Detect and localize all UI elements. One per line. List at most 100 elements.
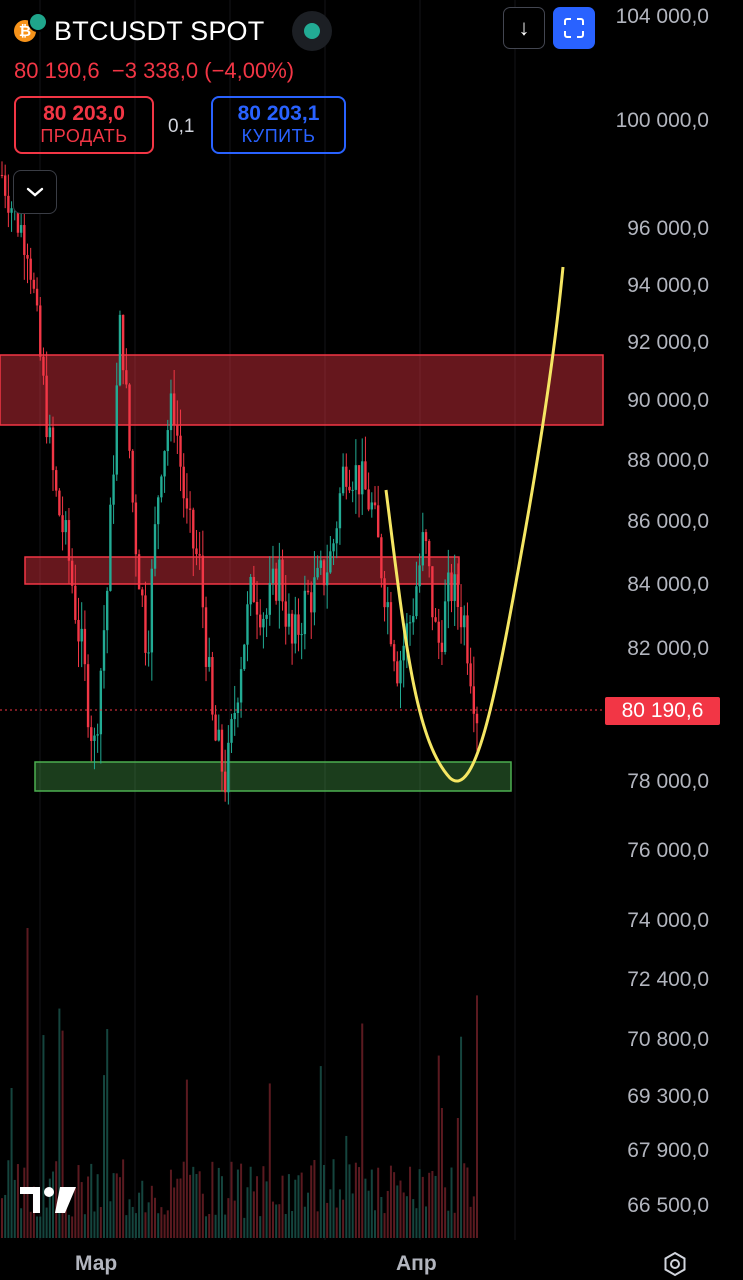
volume-bar <box>166 1210 169 1238</box>
candle-body <box>137 554 141 590</box>
volume-bar <box>90 1163 93 1238</box>
resistance-zone-lower <box>24 556 460 585</box>
buy-button[interactable]: 80 203,1 КУПИТЬ <box>211 96 346 154</box>
candle-body <box>3 175 7 196</box>
volume-bar <box>99 1207 102 1238</box>
candle-body <box>418 565 421 587</box>
candle-body <box>463 615 466 628</box>
volume-bar <box>386 1190 389 1238</box>
volume-bar <box>476 995 478 1238</box>
volume-bar <box>154 1197 157 1238</box>
candle-body <box>332 543 335 552</box>
volume-bar <box>418 1169 421 1238</box>
volume-bar <box>227 1198 230 1238</box>
candle-body <box>19 225 23 233</box>
candle-body <box>412 616 415 623</box>
candle-body <box>447 572 450 602</box>
volume-bar <box>211 1161 214 1238</box>
settings-gear-icon[interactable] <box>662 1251 688 1277</box>
candle-body <box>86 664 90 728</box>
volume-bar <box>1 1198 3 1238</box>
volume-bar <box>230 1161 233 1238</box>
candle-body <box>246 604 249 645</box>
time-axis-label-march: Мар <box>75 1252 118 1275</box>
volume-bar <box>192 1166 195 1238</box>
buy-price: 80 203,1 <box>237 102 320 125</box>
candle-body <box>402 645 405 661</box>
candle-body <box>77 619 80 642</box>
volume-bar <box>112 1173 115 1238</box>
candle-body <box>192 509 195 549</box>
symbol-header[interactable]: ₿ BTCUSDT SPOT <box>14 11 333 51</box>
candle-body <box>217 729 220 741</box>
candle-body <box>230 719 233 743</box>
candle-body <box>443 601 447 652</box>
candle-body <box>198 554 201 556</box>
candle-body <box>421 532 425 566</box>
price-axis-label: 67 900,0 <box>627 1139 709 1162</box>
candle-body <box>54 470 58 491</box>
volume-bar <box>138 1192 141 1238</box>
sell-label: ПРОДАТЬ <box>40 126 128 146</box>
candle-body <box>265 614 268 619</box>
candle-body <box>329 551 332 573</box>
candle-body <box>157 497 160 525</box>
collapse-button[interactable] <box>13 170 57 214</box>
volume-bar <box>20 1208 23 1238</box>
candle-body <box>338 493 342 529</box>
candle-body <box>35 288 39 306</box>
sell-price: 80 203,0 <box>43 102 125 125</box>
candle-body <box>64 520 67 533</box>
price-axis-label: 70 800,0 <box>627 1028 709 1051</box>
volume-bar <box>297 1175 300 1238</box>
volume-bar <box>185 1079 188 1238</box>
candle-body <box>239 669 243 703</box>
candle-body <box>450 572 453 602</box>
volume-bar <box>205 1216 208 1238</box>
volume-bar <box>437 1055 440 1238</box>
volume-bar <box>252 1191 255 1238</box>
candle-body <box>259 614 262 628</box>
candle-body <box>357 465 361 495</box>
price-axis-label: 104 000,0 <box>615 5 709 28</box>
volume-bar <box>109 1201 112 1238</box>
volume-bar <box>163 1214 166 1238</box>
candle-body <box>274 568 278 601</box>
candle-body <box>204 607 208 667</box>
volume-bar <box>412 1199 415 1238</box>
volume-bar <box>316 1211 319 1238</box>
volume-bar <box>460 1036 463 1238</box>
market-status[interactable] <box>292 11 333 51</box>
sell-button[interactable]: 80 203,0 ПРОДАТЬ <box>14 96 154 154</box>
volume-bar <box>243 1217 246 1238</box>
download-button[interactable]: ↓ <box>503 7 545 49</box>
volume-bar <box>13 1179 16 1238</box>
candle-body <box>290 613 294 644</box>
volume-bar <box>284 1213 287 1238</box>
candle-body <box>453 574 456 602</box>
symbol-name[interactable]: BTCUSDT SPOT <box>54 15 265 46</box>
candle-body <box>236 702 240 714</box>
resistance-zone-upper <box>0 354 604 426</box>
current-price-tag: 80 190,6 <box>605 697 720 725</box>
candle-body <box>383 578 386 608</box>
candle-body <box>249 576 252 605</box>
price-chart[interactable] <box>0 0 605 1240</box>
candle-body <box>408 622 412 624</box>
price-axis-label: 94 000,0 <box>627 274 709 297</box>
price-axis-label: 82 000,0 <box>627 637 709 660</box>
fullscreen-button[interactable] <box>553 7 595 49</box>
volume-bar <box>208 1213 211 1238</box>
candle-body <box>185 498 189 509</box>
volume-bar <box>326 1202 329 1238</box>
candle-body <box>163 451 166 477</box>
candle-body <box>16 207 20 233</box>
volume-bar <box>144 1212 147 1238</box>
candle-body <box>243 644 246 670</box>
candle-body <box>437 621 440 643</box>
candle-body <box>112 474 115 505</box>
volume-bar <box>52 1171 55 1238</box>
price-axis-label: 69 300,0 <box>627 1085 709 1108</box>
volume-bar <box>36 1216 39 1238</box>
candle-body <box>201 555 205 608</box>
